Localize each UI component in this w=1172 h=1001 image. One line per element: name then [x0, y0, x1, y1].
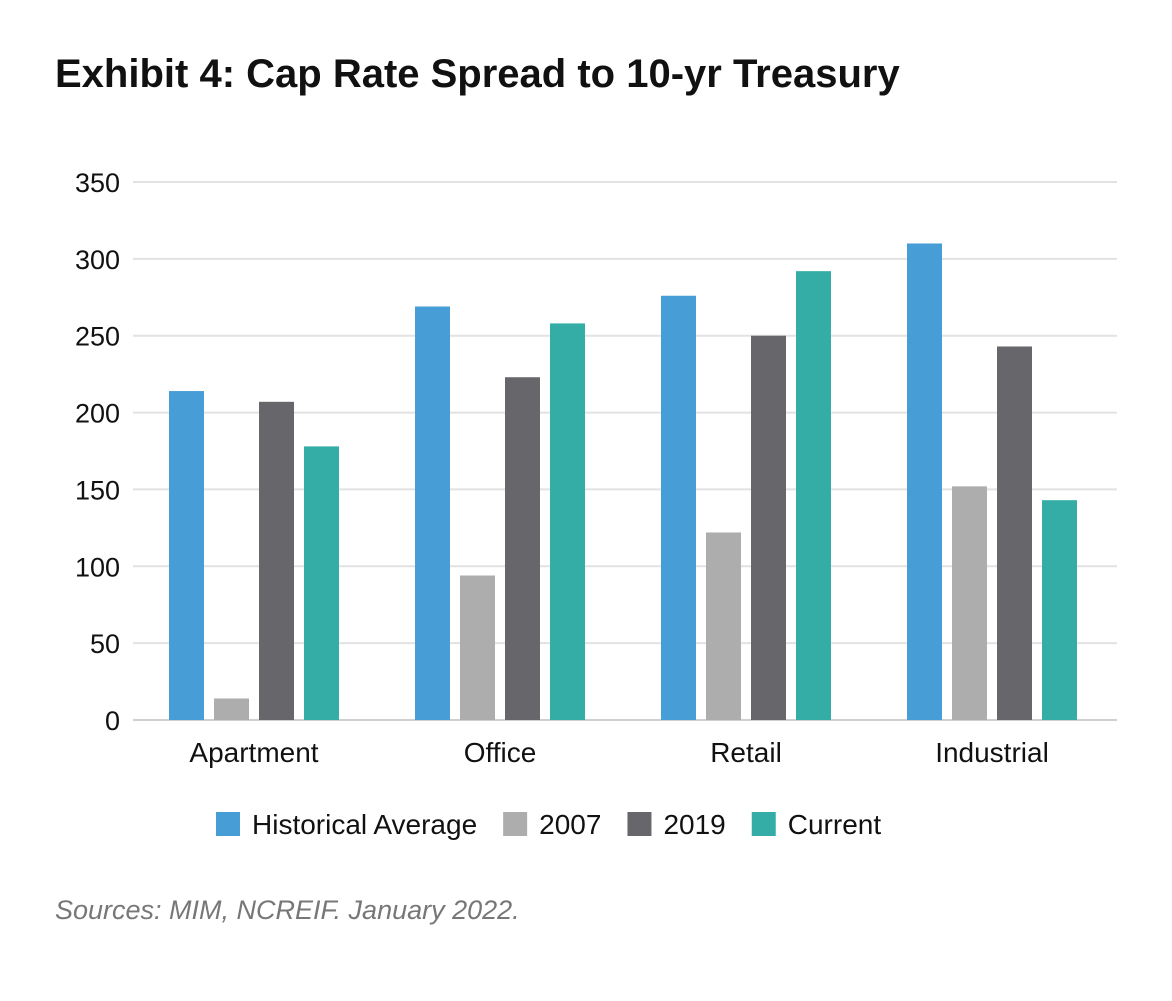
legend-swatch	[503, 812, 528, 836]
bar-apartment-historical-average	[169, 391, 204, 720]
bar-retail-historical-average	[661, 295, 696, 720]
legend-swatch	[751, 812, 776, 836]
bar-industrial-current	[1042, 500, 1077, 720]
bar-office-historical-average	[415, 306, 450, 720]
bar-apartment-current	[304, 446, 339, 720]
bar-office-2007	[460, 575, 495, 720]
y-tick-label: 350	[75, 168, 120, 198]
bar-retail-2019	[751, 335, 786, 720]
legend-swatch	[627, 812, 652, 836]
y-tick-label: 200	[75, 399, 120, 429]
legend-label: Historical Average	[252, 809, 477, 840]
legend-label: 2007	[539, 809, 601, 840]
bar-apartment-2007	[214, 698, 249, 720]
bar-office-current	[550, 323, 585, 720]
x-tick-label: Office	[464, 737, 537, 768]
legend-label: Current	[788, 809, 882, 840]
x-tick-label: Apartment	[189, 737, 318, 768]
bar-office-2019	[505, 377, 540, 720]
bar-industrial-2007	[952, 486, 987, 720]
x-tick-label: Retail	[710, 737, 782, 768]
x-tick-label: Industrial	[935, 737, 1049, 768]
y-tick-label: 50	[90, 629, 120, 659]
bar-apartment-2019	[259, 401, 294, 720]
y-tick-label: 300	[75, 245, 120, 275]
bar-industrial-2019	[997, 346, 1032, 720]
legend-swatch	[216, 812, 240, 836]
y-tick-label: 150	[75, 475, 120, 505]
chart-title: Exhibit 4: Cap Rate Spread to 10-yr Trea…	[55, 52, 900, 96]
bar-industrial-historical-average	[907, 243, 942, 720]
y-tick-label: 100	[75, 552, 120, 582]
y-tick-label: 250	[75, 322, 120, 352]
bar-retail-current	[796, 271, 831, 720]
bar-retail-2007	[706, 532, 741, 720]
legend-label: 2019	[663, 809, 725, 840]
y-tick-label: 0	[105, 706, 120, 736]
source-note: Sources: MIM, NCREIF. January 2022.	[55, 895, 520, 925]
